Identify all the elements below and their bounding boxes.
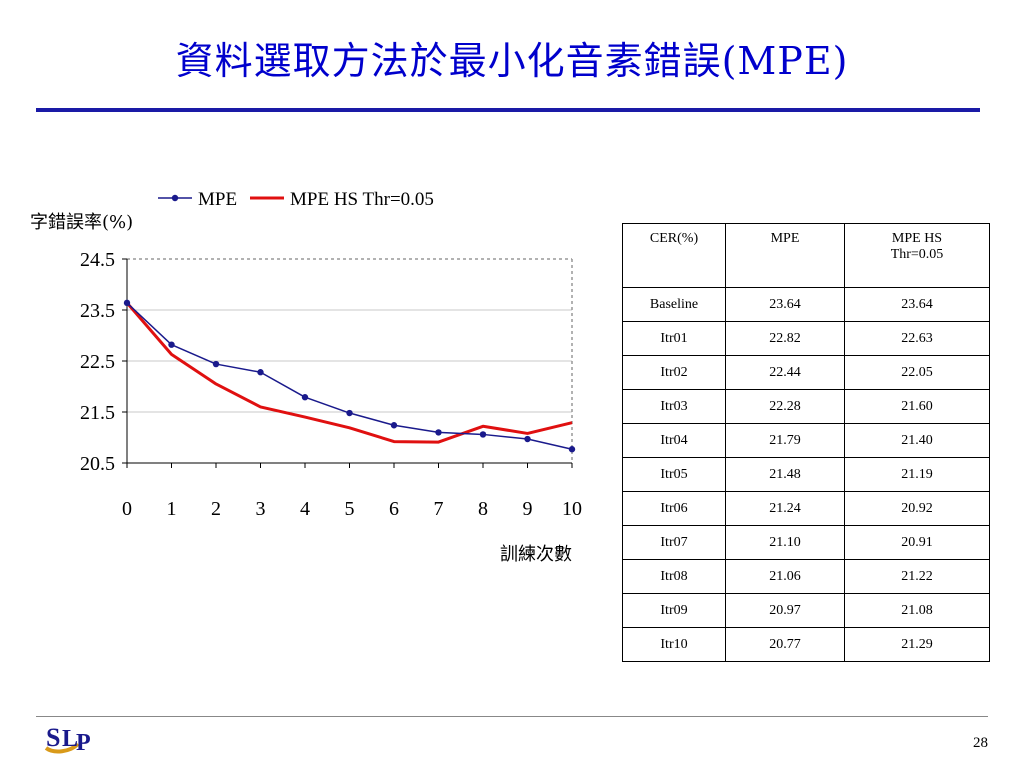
series-point-mpe: [435, 429, 442, 436]
table-cell: Itr09: [622, 593, 726, 628]
table-row: Itr06 21.24 20.92: [622, 491, 990, 526]
table-cell: 20.77: [725, 627, 845, 662]
table-cell: 20.91: [844, 525, 990, 560]
table-row: Itr10 20.77 21.29: [622, 627, 990, 662]
legend-label-mpe-hs: MPE HS Thr=0.05: [290, 189, 434, 210]
table-cell: 22.05: [844, 355, 990, 390]
table-cell: 23.64: [844, 287, 990, 322]
x-tick-label: 6: [389, 498, 399, 520]
cer-table: CER(%) MPE MPE HS Thr=0.05 Baseline 23.64 23.6…: [622, 223, 990, 662]
series-point-mpe: [257, 369, 264, 376]
series-point-mpe: [212, 360, 220, 368]
y-tick-label: 20.5: [80, 453, 115, 475]
series-point-mpe: [301, 394, 309, 401]
series-point-mpe: [168, 341, 175, 348]
table-header-row: CER(%) MPE MPE HS Thr=0.05: [622, 223, 990, 288]
line-chart: 24.5 23.5 22.5 21.5 20.5 0 1 2 3 4 5 6 7 8 9 10 MPE MPE H…: [80, 189, 582, 520]
table-cell: Baseline: [622, 287, 726, 322]
series-point-mpe: [524, 435, 531, 443]
table-cell: 21.10: [725, 525, 845, 560]
table-cell: Itr03: [622, 389, 726, 424]
table-row: Baseline 23.64 23.64: [622, 287, 990, 322]
table-cell: 22.28: [725, 389, 845, 424]
series-line-mpe-hs: [125, 301, 573, 444]
table-row: Itr04 21.79 21.40: [622, 423, 990, 458]
y-axis-label: 字錯誤率(%): [30, 212, 134, 233]
legend-label-mpe: MPE: [198, 189, 237, 210]
x-tick-label: 5: [345, 498, 355, 520]
x-tick-label: 4: [300, 498, 310, 520]
table-cell: 21.29: [844, 627, 990, 662]
x-tick-label: 10: [562, 498, 582, 520]
series-point-mpe: [479, 431, 487, 438]
table-cell: 21.22: [844, 559, 990, 594]
table-row: Itr05 21.48 21.19: [622, 457, 990, 492]
legend-marker-mpe: [171, 194, 179, 202]
x-tick-label: 1: [167, 498, 177, 520]
table-cell: 20.97: [725, 593, 845, 628]
table-header-cell: CER(%): [622, 223, 726, 288]
table-cell: 21.24: [725, 491, 845, 526]
y-tick-label: 24.5: [80, 249, 115, 271]
svg-text:S: S: [46, 723, 60, 752]
table-cell: 22.44: [725, 355, 845, 390]
table-cell: Itr05: [622, 457, 726, 492]
table-row: Itr07 21.10 20.91: [622, 525, 990, 560]
table-header-cell: MPE HS Thr=0.05: [844, 223, 990, 288]
x-axis-label: 訓練次數: [500, 544, 572, 565]
table-cell: Itr02: [622, 355, 726, 390]
table-cell: Itr01: [622, 321, 726, 356]
table-cell: Itr10: [622, 627, 726, 662]
table-cell: Itr07: [622, 525, 726, 560]
slide-title: 資料選取方法於最小化音素錯誤(MPE): [175, 39, 849, 83]
table-row: Itr02 22.44 22.05: [622, 355, 990, 390]
svg-text:L: L: [62, 726, 78, 752]
table-cell: 21.08: [844, 593, 990, 628]
y-tick-label: 23.5: [80, 300, 115, 322]
x-tick-label: 9: [523, 498, 533, 520]
y-tick-label: 21.5: [80, 402, 115, 424]
table-cell: 21.79: [725, 423, 845, 458]
table-cell: 21.06: [725, 559, 845, 594]
title-divider: [36, 108, 980, 112]
table-cell: 22.82: [725, 321, 845, 356]
table-cell: 21.60: [844, 389, 990, 424]
table-header-cell: MPE: [725, 223, 845, 288]
series-point-mpe: [123, 299, 131, 307]
table-cell: 21.48: [725, 457, 845, 492]
table-row: Itr08 21.06 21.22: [622, 559, 990, 594]
series-point-mpe: [568, 446, 576, 453]
footer-divider: [36, 716, 988, 717]
series-point-mpe: [390, 422, 398, 429]
x-tick-label: 2: [211, 498, 221, 520]
series-point-mpe: [346, 409, 353, 417]
table-cell: 21.19: [844, 457, 990, 492]
table-cell: 22.63: [844, 321, 990, 356]
y-tick-label: 22.5: [80, 351, 115, 373]
table-cell: 21.40: [844, 423, 990, 458]
x-tick-label: 0: [122, 498, 132, 520]
table-cell: Itr04: [622, 423, 726, 458]
table-cell: 20.92: [844, 491, 990, 526]
page-number: 28: [973, 735, 988, 751]
x-tick-label: 3: [256, 498, 266, 520]
x-tick-label: 8: [478, 498, 488, 520]
table-row: Itr09 20.97 21.08: [622, 593, 990, 628]
table-row: Itr01 22.82 22.63: [622, 321, 990, 356]
table-cell: 23.64: [725, 287, 845, 322]
x-tick-label: 7: [434, 498, 444, 520]
table-row: Itr03 22.28 21.60: [622, 389, 990, 424]
table-cell: Itr08: [622, 559, 726, 594]
svg-text:P: P: [76, 730, 91, 756]
table-cell: Itr06: [622, 491, 726, 526]
slp-logo: S L P: [44, 722, 100, 761]
